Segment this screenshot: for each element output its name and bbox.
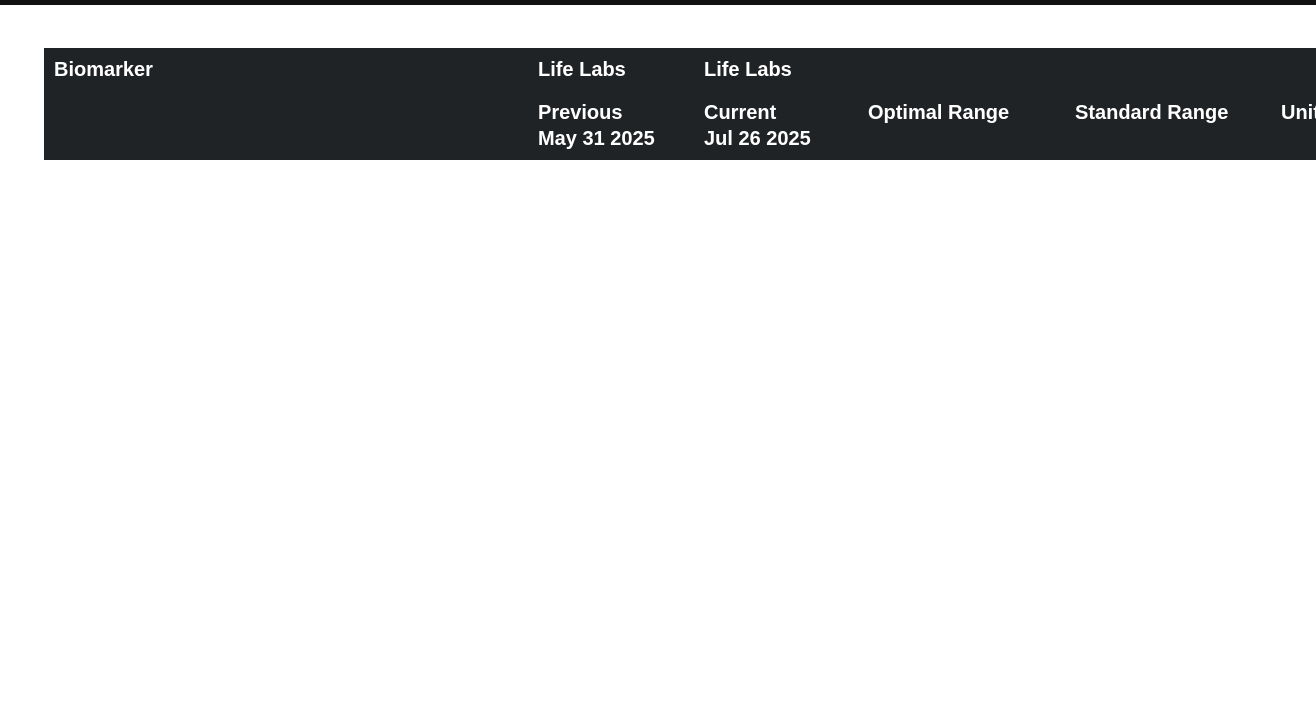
header-standard-range[interactable]: Standard Range xyxy=(1075,102,1229,124)
header-current-lab: Life Labs xyxy=(704,59,792,81)
header-optimal-range[interactable]: Optimal Range xyxy=(868,102,1010,124)
header-units[interactable]: Units xyxy=(1281,102,1316,124)
header-biomarker[interactable]: Biomarker xyxy=(54,59,153,81)
biomarker-table: Biomarker Life Labs Previous May 31 2025… xyxy=(44,48,1316,160)
header-current[interactable]: Life Labs Current Jul 26 2025 xyxy=(704,57,811,152)
header-previous-date: May 31 2025 xyxy=(538,128,655,150)
header-current-date: Jul 26 2025 xyxy=(704,128,811,150)
top-rule xyxy=(0,0,1316,5)
table-header: Biomarker Life Labs Previous May 31 2025… xyxy=(44,48,1316,160)
header-previous-label: Previous xyxy=(538,102,623,124)
header-current-label: Current xyxy=(704,102,777,124)
header-previous[interactable]: Life Labs Previous May 31 2025 xyxy=(538,57,655,152)
header-previous-lab: Life Labs xyxy=(538,59,626,81)
